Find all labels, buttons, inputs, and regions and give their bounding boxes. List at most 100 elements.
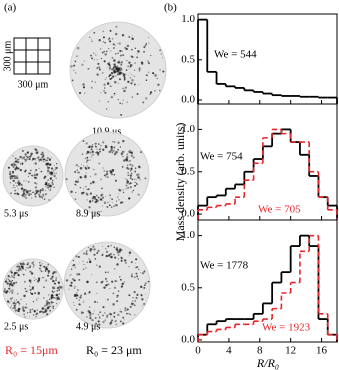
speckle <box>23 180 25 182</box>
speckle <box>90 156 92 158</box>
speckle <box>131 178 134 181</box>
speckle <box>136 294 139 297</box>
speckle <box>132 189 135 191</box>
speckle <box>117 73 119 76</box>
speckle <box>130 55 132 57</box>
speckle <box>21 162 24 165</box>
speckle <box>46 313 49 316</box>
speckle <box>115 323 118 326</box>
speckle <box>25 180 27 182</box>
speckle <box>7 274 10 278</box>
speckle <box>89 159 91 161</box>
speckle <box>113 268 116 270</box>
speckle <box>8 285 11 287</box>
speckle <box>108 39 110 41</box>
speckle <box>52 271 55 274</box>
speckle <box>86 156 89 159</box>
speckle <box>125 47 128 51</box>
speckle <box>56 162 58 165</box>
speckle <box>93 196 96 199</box>
speckle <box>32 266 35 268</box>
speckle <box>100 48 102 50</box>
speckle <box>91 319 94 322</box>
speckle <box>105 254 108 258</box>
speckle <box>51 290 54 292</box>
speckle <box>41 270 43 272</box>
speckle <box>100 144 102 147</box>
speckle <box>127 171 130 174</box>
speckle <box>42 263 44 265</box>
speckle <box>115 53 117 55</box>
speckle <box>46 186 49 189</box>
speckle <box>129 76 132 79</box>
speckle <box>10 271 13 274</box>
speckle <box>114 141 116 143</box>
speckle <box>17 179 20 182</box>
speckle <box>79 166 83 170</box>
speckle <box>131 48 133 51</box>
speckle <box>111 314 113 316</box>
speckle <box>97 62 100 65</box>
speckle <box>28 194 30 197</box>
speckle <box>117 42 119 44</box>
speckle <box>17 293 19 295</box>
speckle <box>98 39 101 42</box>
speckle <box>133 304 136 307</box>
speckle <box>53 186 55 188</box>
speckle <box>34 195 37 198</box>
speckle <box>18 265 21 268</box>
speckle <box>128 251 132 254</box>
speckle <box>125 69 128 71</box>
speckle <box>12 172 13 174</box>
speckle <box>6 278 8 280</box>
speckle <box>15 299 17 301</box>
speckle <box>119 146 122 148</box>
speckle <box>118 71 122 75</box>
speckle <box>126 101 129 104</box>
speckle <box>82 188 84 190</box>
speckle <box>100 92 102 94</box>
speckle <box>23 156 25 159</box>
speckle <box>117 290 120 292</box>
speckle <box>42 158 45 161</box>
speckle <box>106 280 108 283</box>
speckle <box>78 279 81 281</box>
speckle <box>135 272 138 275</box>
speckle <box>83 165 85 167</box>
speckle <box>38 158 40 161</box>
speckle <box>105 250 109 254</box>
speckle <box>122 316 125 319</box>
speckle <box>7 278 10 281</box>
speckle <box>76 169 79 172</box>
speckle <box>109 197 111 199</box>
scale-label: 300 μm <box>2 40 13 71</box>
speckle <box>138 268 140 271</box>
speckle <box>88 247 90 249</box>
speckle <box>17 161 20 163</box>
speckle <box>15 160 18 163</box>
speckle <box>144 284 146 287</box>
speckle <box>30 292 34 296</box>
speckle <box>152 72 155 75</box>
speckle <box>11 279 14 282</box>
speckle <box>48 294 50 296</box>
speckle <box>113 316 116 318</box>
speckle <box>73 280 75 282</box>
speckle <box>81 163 82 165</box>
speckle <box>113 92 116 95</box>
speckle <box>106 50 108 53</box>
speckle <box>47 167 49 170</box>
speckle <box>46 164 47 166</box>
speckle <box>47 188 49 190</box>
speckle <box>92 201 94 203</box>
speckle <box>109 40 112 43</box>
speckle <box>53 297 55 299</box>
speckle <box>120 285 124 288</box>
speckle <box>131 191 133 193</box>
speckle <box>24 194 27 197</box>
speckle <box>139 272 141 274</box>
speckle <box>32 314 35 316</box>
speckle <box>57 281 60 284</box>
speckle <box>92 319 95 321</box>
speckle <box>134 262 136 264</box>
